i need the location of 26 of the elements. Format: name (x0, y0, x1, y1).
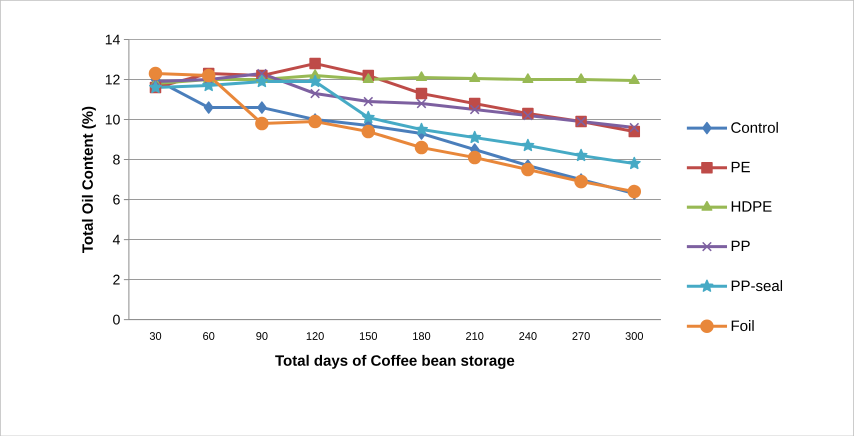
legend-label: PE (732, 162, 750, 172)
x-tick-label: 270 (572, 332, 590, 340)
y-tick-label: 6 (113, 194, 120, 204)
x-tick-label: 120 (306, 332, 324, 340)
x-tick-label: 150 (360, 332, 378, 340)
legend-label: Control (731, 122, 778, 133)
x-tick-label: 30 (150, 332, 162, 340)
x-tick-label: 180 (413, 332, 430, 340)
y-tick-label: 4 (112, 234, 120, 244)
legend-label: PP (732, 240, 750, 251)
y-tick-label: 8 (113, 154, 120, 164)
y-axis-title: Total Oil Content (%) (82, 106, 96, 253)
x-axis-title: Total days of Coffee bean storage (275, 354, 514, 369)
x-tick-label: 300 (626, 332, 644, 340)
legend-label: Foil (732, 320, 754, 331)
y-tick-label: 2 (113, 274, 120, 284)
legend-label: PP-seal (732, 280, 782, 291)
x-tick-label: 60 (203, 332, 214, 340)
x-tick-label: 210 (466, 332, 484, 340)
y-tick-label: 10 (106, 114, 120, 124)
y-tick-label: 0 (113, 314, 120, 324)
legend-label: HDPE (732, 201, 772, 212)
x-tick-label: 90 (256, 332, 268, 340)
y-tick-label: 14 (106, 34, 120, 44)
y-tick-label: 12 (106, 74, 120, 84)
x-tick-label: 240 (519, 332, 537, 340)
